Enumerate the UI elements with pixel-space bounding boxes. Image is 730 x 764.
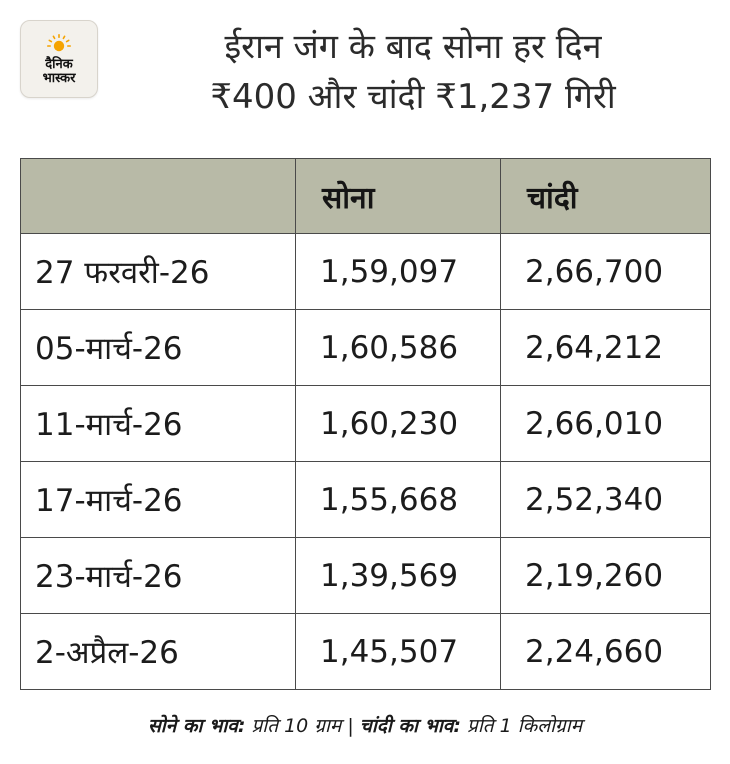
table-row: 05-मार्च-26 1,60,586 2,64,212 (20, 309, 711, 386)
date-cell: 2-अप्रैल-26 (20, 613, 296, 690)
dainik-bhaskar-logo: दैनिक भास्कर (20, 20, 98, 98)
sun-icon (47, 33, 71, 51)
gold-price-cell: 1,60,586 (295, 309, 501, 386)
price-table: सोना चांदी 27 फरवरी-26 1,59,097 2,66,700… (20, 158, 711, 690)
silver-price-cell: 2,66,010 (500, 385, 711, 462)
footer-note: सोने का भाव: प्रति 10 ग्राम | चांदी का भ… (0, 712, 730, 740)
header-silver: चांदी (500, 158, 711, 234)
date-cell: 11-मार्च-26 (20, 385, 296, 462)
silver-price-cell: 2,24,660 (500, 613, 711, 690)
headline-line2: ₹400 और चांदी ₹1,237 गिरी (210, 77, 616, 117)
silver-price-cell: 2,19,260 (500, 537, 711, 614)
date-cell: 23-मार्च-26 (20, 537, 296, 614)
table-header-row: सोना चांदी (20, 158, 711, 234)
logo-text-line2: भास्कर (42, 70, 76, 86)
gold-rate-label: सोने का भाव: (147, 715, 246, 737)
table-row: 11-मार्च-26 1,60,230 2,66,010 (20, 385, 711, 462)
gold-price-cell: 1,39,569 (295, 537, 501, 614)
silver-rate-label: चांदी का भाव: (359, 715, 461, 737)
silver-price-cell: 2,52,340 (500, 461, 711, 538)
headline: ईरान जंग के बाद सोना हर दिन ₹400 और चांद… (106, 22, 720, 122)
silver-price-cell: 2,64,212 (500, 309, 711, 386)
date-cell: 05-मार्च-26 (20, 309, 296, 386)
gold-rate-unit: प्रति 10 ग्राम | (245, 715, 360, 737)
gold-price-cell: 1,45,507 (295, 613, 501, 690)
gold-price-cell: 1,59,097 (295, 233, 501, 310)
logo-text-line1: दैनिक (45, 56, 73, 72)
date-cell: 17-मार्च-26 (20, 461, 296, 538)
table-row: 2-अप्रैल-26 1,45,507 2,24,660 (20, 613, 711, 690)
header-date (20, 158, 296, 234)
gold-price-cell: 1,60,230 (295, 385, 501, 462)
table-row: 23-मार्च-26 1,39,569 2,19,260 (20, 537, 711, 614)
date-cell: 27 फरवरी-26 (20, 233, 296, 310)
table-row: 27 फरवरी-26 1,59,097 2,66,700 (20, 233, 711, 310)
silver-rate-unit: प्रति 1 किलोग्राम (460, 715, 583, 737)
silver-price-cell: 2,66,700 (500, 233, 711, 310)
table-row: 17-मार्च-26 1,55,668 2,52,340 (20, 461, 711, 538)
header-gold: सोना (295, 158, 501, 234)
gold-price-cell: 1,55,668 (295, 461, 501, 538)
headline-line1: ईरान जंग के बाद सोना हर दिन (224, 27, 602, 67)
